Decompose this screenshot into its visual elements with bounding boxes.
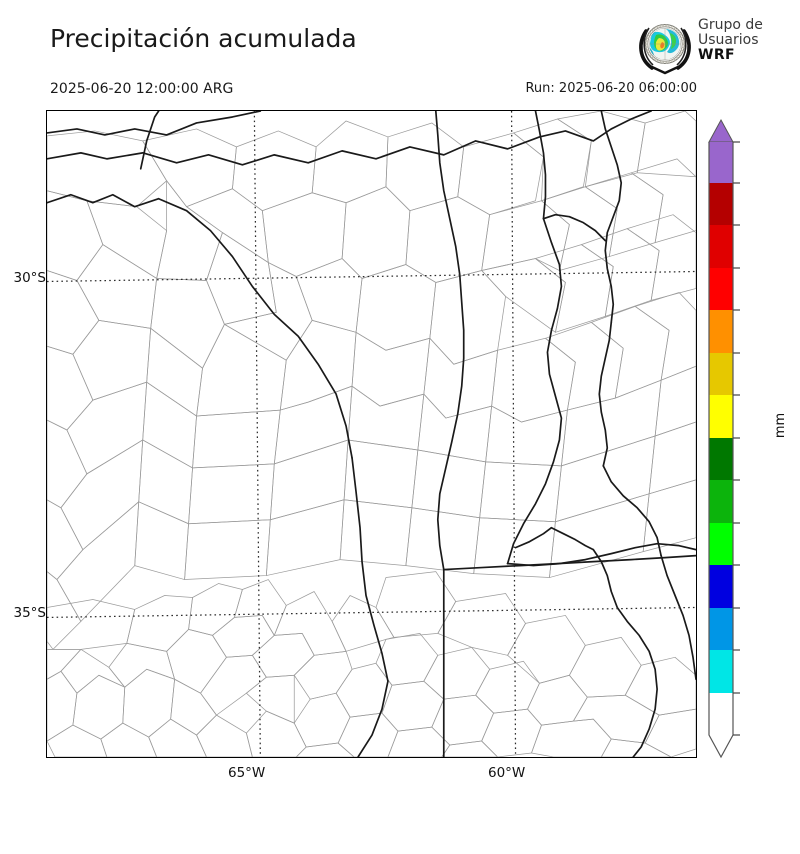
axis-label-lat-30S: 30°S <box>13 270 47 286</box>
graticule-lat-30S <box>47 270 696 283</box>
department-boundaries <box>47 111 696 757</box>
run-time-label: Run: 2025-06-20 06:00:00 <box>525 81 697 96</box>
logo-line-3: WRF <box>698 47 735 63</box>
wrf-globe-seal-icon <box>639 23 691 75</box>
map-plot-area[interactable] <box>46 110 697 758</box>
valid-time-label: 2025-06-20 12:00:00 ARG <box>50 81 234 97</box>
graticule <box>47 111 696 757</box>
graticule-lat-35S <box>47 606 696 619</box>
axis-label-lon-60W: 60°W <box>488 765 526 781</box>
wrf-user-group-logo: Grupo de Usuarios WRF <box>636 17 796 75</box>
logo-text: Grupo de Usuarios WRF <box>698 18 763 63</box>
colorbar-swatches <box>708 118 740 759</box>
axis-label-lat-35S: 35°S <box>13 605 47 621</box>
page-title: Precipitación acumulada <box>50 24 357 53</box>
colorbar[interactable]: 300.0 200.0 100.0 80.0 50.0 40.0 30.0 20… <box>707 112 743 762</box>
logo-line-2: Usuarios <box>698 32 759 48</box>
precipitation-map-page: Precipitación acumulada 2025-06-20 12:00… <box>13 17 796 781</box>
axis-label-lon-65W: 65°W <box>228 765 266 781</box>
colorbar-unit-label: mm <box>773 412 789 439</box>
map-geography <box>47 111 696 757</box>
logo-line-1: Grupo de <box>698 17 763 33</box>
province-boundaries <box>47 111 696 757</box>
